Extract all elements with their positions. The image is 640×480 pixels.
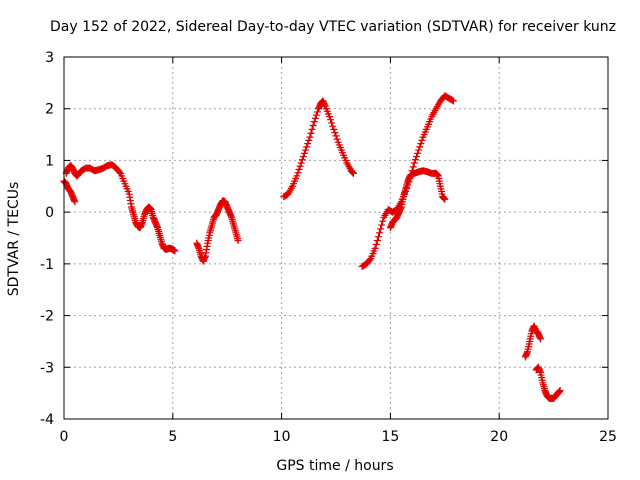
- data-point: [171, 247, 179, 255]
- data-point: [372, 240, 380, 248]
- plot-frame: [63, 56, 609, 420]
- data-point: [448, 96, 456, 104]
- data-point: [413, 153, 421, 161]
- data-point: [304, 140, 312, 148]
- data-point: [416, 143, 424, 151]
- tick-labels: 0 5 10 15 20 25 -4 -3 -2 -1 0 1 2 3: [40, 50, 617, 445]
- data-point: [327, 116, 335, 124]
- data-point: [418, 136, 426, 144]
- data-point: [371, 244, 379, 252]
- data-point: [417, 140, 425, 148]
- data-point: [414, 149, 422, 157]
- y-tick-label: -3: [40, 360, 54, 376]
- data-point: [373, 237, 381, 245]
- x-tick-label: 25: [599, 429, 617, 445]
- data-point: [410, 159, 418, 167]
- data-point: [312, 111, 320, 119]
- x-tick-label: 20: [490, 429, 508, 445]
- y-tick-label: 0: [45, 205, 54, 221]
- data-point: [378, 221, 386, 229]
- data-point: [333, 135, 341, 143]
- y-axis-label: SDTVAR / TECUs: [6, 182, 22, 297]
- data-point: [296, 162, 304, 170]
- data-point: [71, 198, 79, 206]
- data-point: [349, 169, 357, 177]
- x-tick-label: 15: [381, 429, 399, 445]
- y-tick-label: 2: [45, 102, 54, 118]
- x-axis-label: GPS time / hours: [276, 458, 393, 474]
- data-point: [450, 97, 458, 105]
- data-point: [310, 118, 318, 126]
- data-point: [314, 108, 322, 116]
- data-point: [366, 256, 374, 264]
- data-point: [307, 129, 315, 137]
- data-point: [303, 143, 311, 151]
- chart-title: Day 152 of 2022, Sidereal Day-to-day VTE…: [50, 19, 616, 35]
- data-point: [297, 159, 305, 167]
- data-point: [409, 163, 417, 171]
- data-point: [311, 114, 319, 122]
- data-point: [374, 233, 382, 241]
- x-tick-label: 0: [60, 429, 69, 445]
- data-point: [300, 149, 308, 157]
- data-point: [556, 387, 564, 395]
- data-point: [299, 153, 307, 161]
- y-tick-label: -1: [40, 257, 54, 273]
- data-point: [441, 195, 449, 203]
- data-point: [329, 122, 337, 130]
- data-point: [294, 169, 302, 177]
- data-point: [328, 119, 336, 127]
- data-point: [332, 132, 340, 140]
- data-point: [308, 125, 316, 133]
- data-point: [537, 335, 545, 343]
- data-point: [293, 172, 301, 180]
- data-point: [377, 225, 385, 233]
- data-point: [302, 146, 310, 154]
- data-point: [330, 125, 338, 133]
- data-point: [115, 168, 123, 176]
- grid: [64, 57, 608, 419]
- data-point: [415, 146, 423, 154]
- data-point: [305, 136, 313, 144]
- data-point: [411, 156, 419, 164]
- x-tick-label: 5: [168, 429, 177, 445]
- data-point: [331, 129, 339, 137]
- data-point: [295, 165, 303, 173]
- data-point: [298, 156, 306, 164]
- y-tick-label: 3: [45, 50, 54, 66]
- data-points: [60, 92, 564, 402]
- data-point: [379, 217, 387, 225]
- x-tick-label: 10: [273, 429, 291, 445]
- data-point: [309, 122, 317, 130]
- data-point: [234, 237, 242, 245]
- data-point: [325, 112, 333, 120]
- y-tick-label: -2: [40, 309, 54, 325]
- y-tick-label: 1: [45, 153, 54, 169]
- y-tick-label: -4: [40, 412, 54, 428]
- data-point: [306, 133, 314, 141]
- data-point: [376, 229, 384, 237]
